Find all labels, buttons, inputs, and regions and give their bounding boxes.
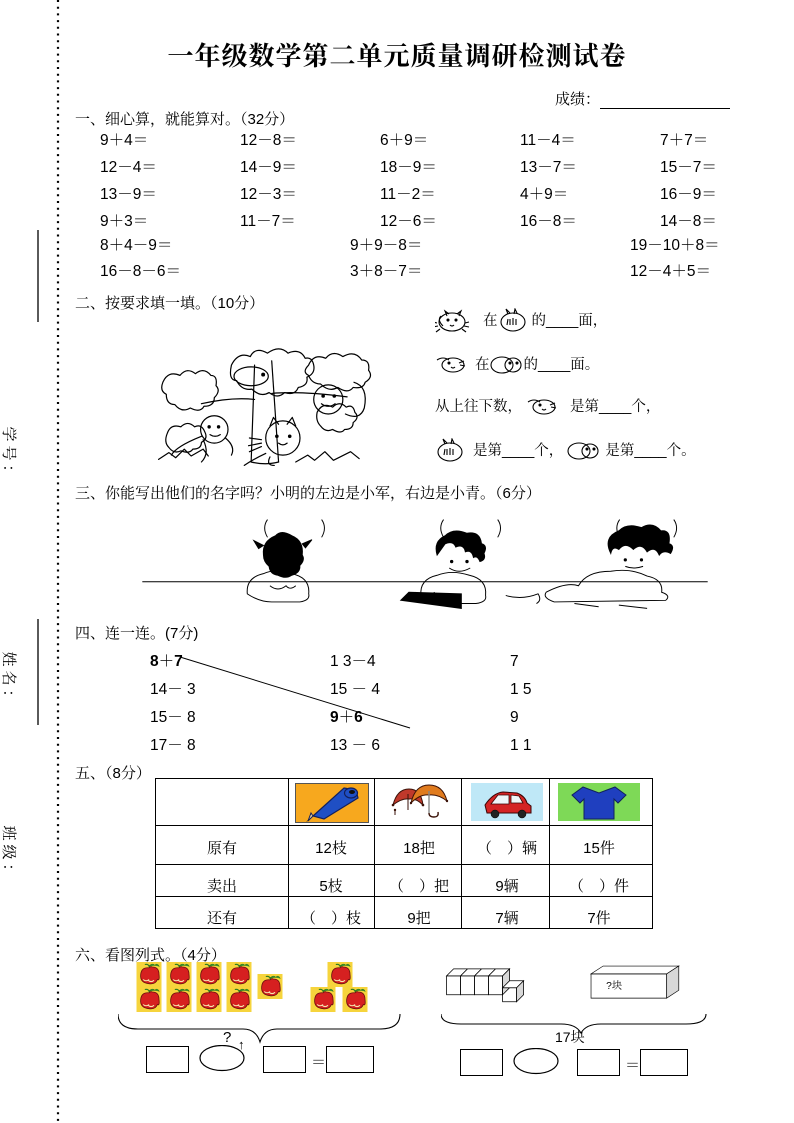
svg-text:?块: ?块 bbox=[606, 979, 622, 992]
